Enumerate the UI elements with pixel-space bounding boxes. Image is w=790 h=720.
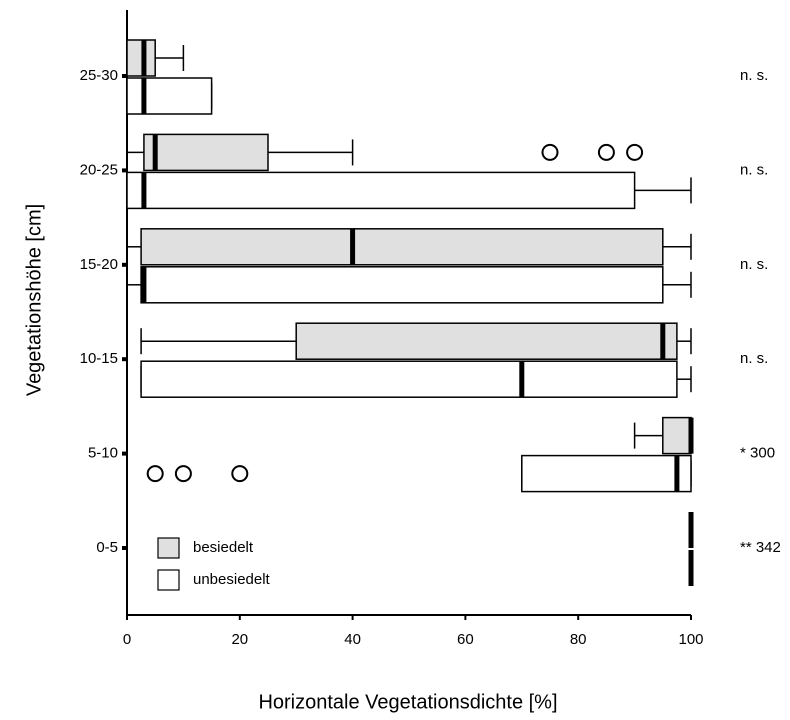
box bbox=[295, 322, 678, 360]
x-tick-label: 60 bbox=[457, 631, 474, 648]
x-tick-label: 100 bbox=[678, 631, 703, 648]
median bbox=[688, 550, 694, 586]
legend-label: besiedelt bbox=[193, 539, 254, 556]
outlier bbox=[146, 465, 164, 483]
y-tick-label: 10-15 bbox=[80, 350, 118, 367]
legend-swatch bbox=[157, 537, 180, 559]
outlier bbox=[174, 465, 192, 483]
y-tick bbox=[122, 262, 127, 267]
y-tick-label: 0-5 bbox=[96, 539, 118, 556]
outlier bbox=[626, 143, 644, 161]
median bbox=[350, 228, 356, 265]
median bbox=[688, 512, 694, 548]
y-tick bbox=[122, 451, 127, 456]
median bbox=[141, 40, 147, 76]
median bbox=[660, 323, 666, 360]
annotation: n. s. bbox=[740, 256, 768, 273]
outlier bbox=[231, 465, 249, 483]
box bbox=[126, 77, 213, 115]
y-tick bbox=[122, 357, 127, 362]
legend-swatch bbox=[157, 569, 180, 591]
annotation: n. s. bbox=[740, 350, 768, 367]
box bbox=[143, 133, 269, 172]
y-tick bbox=[122, 168, 127, 173]
outlier bbox=[597, 143, 615, 161]
median bbox=[141, 266, 147, 303]
median bbox=[674, 455, 680, 492]
y-axis-label: Vegetationshöhe [cm] bbox=[23, 204, 45, 396]
box bbox=[126, 39, 156, 77]
box bbox=[140, 228, 664, 266]
median bbox=[519, 361, 525, 398]
y-tick-label: 5-10 bbox=[88, 445, 118, 462]
box bbox=[521, 454, 692, 493]
annotation: * 300 bbox=[740, 445, 775, 462]
box bbox=[126, 171, 636, 210]
y-tick bbox=[122, 74, 127, 78]
y-tick-label: 20-25 bbox=[80, 161, 118, 178]
x-tick-label: 0 bbox=[123, 631, 131, 648]
legend-label: unbesiedelt bbox=[193, 571, 271, 588]
y-tick-label: 15-20 bbox=[80, 256, 118, 273]
x-tick-label: 20 bbox=[231, 631, 248, 648]
x-axis-label: Horizontale Vegetationsdichte [%] bbox=[258, 691, 557, 713]
y-tick bbox=[122, 546, 127, 550]
median bbox=[688, 417, 694, 454]
outlier bbox=[541, 143, 559, 161]
box bbox=[140, 266, 664, 304]
box bbox=[662, 416, 692, 455]
annotation: n. s. bbox=[740, 161, 768, 178]
annotation: ** 342 bbox=[740, 539, 781, 556]
annotation: n. s. bbox=[740, 67, 768, 84]
x-tick-label: 80 bbox=[570, 631, 587, 648]
median bbox=[141, 78, 147, 114]
box bbox=[140, 360, 678, 398]
x-tick-label: 40 bbox=[344, 631, 361, 648]
y-tick-label: 25-30 bbox=[80, 67, 118, 84]
median bbox=[152, 134, 158, 171]
median bbox=[141, 172, 147, 209]
